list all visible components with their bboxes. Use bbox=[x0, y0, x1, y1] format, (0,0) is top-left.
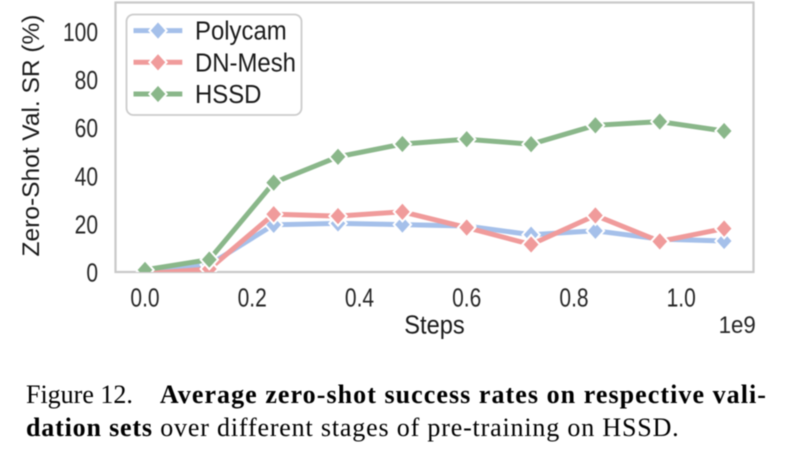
svg-text:0.2: 0.2 bbox=[238, 284, 267, 312]
svg-text:40: 40 bbox=[75, 162, 98, 190]
svg-text:100: 100 bbox=[63, 18, 98, 46]
svg-text:Polycam: Polycam bbox=[195, 17, 287, 46]
svg-text:0.8: 0.8 bbox=[559, 284, 588, 312]
svg-text:1e9: 1e9 bbox=[719, 311, 756, 338]
svg-text:0: 0 bbox=[86, 258, 98, 286]
svg-text:20: 20 bbox=[75, 210, 98, 238]
svg-text:HSSD: HSSD bbox=[195, 80, 261, 109]
svg-text:0.6: 0.6 bbox=[452, 284, 481, 312]
svg-text:0.0: 0.0 bbox=[130, 284, 159, 312]
svg-text:Zero-Shot Val. SR (%): Zero-Shot Val. SR (%) bbox=[18, 15, 45, 257]
svg-text:60: 60 bbox=[75, 114, 98, 142]
svg-text:1.0: 1.0 bbox=[667, 284, 696, 312]
svg-text:Steps: Steps bbox=[404, 312, 464, 340]
svg-text:0.4: 0.4 bbox=[345, 284, 374, 312]
svg-text:DN-Mesh: DN-Mesh bbox=[195, 48, 296, 77]
svg-text:80: 80 bbox=[75, 66, 98, 94]
